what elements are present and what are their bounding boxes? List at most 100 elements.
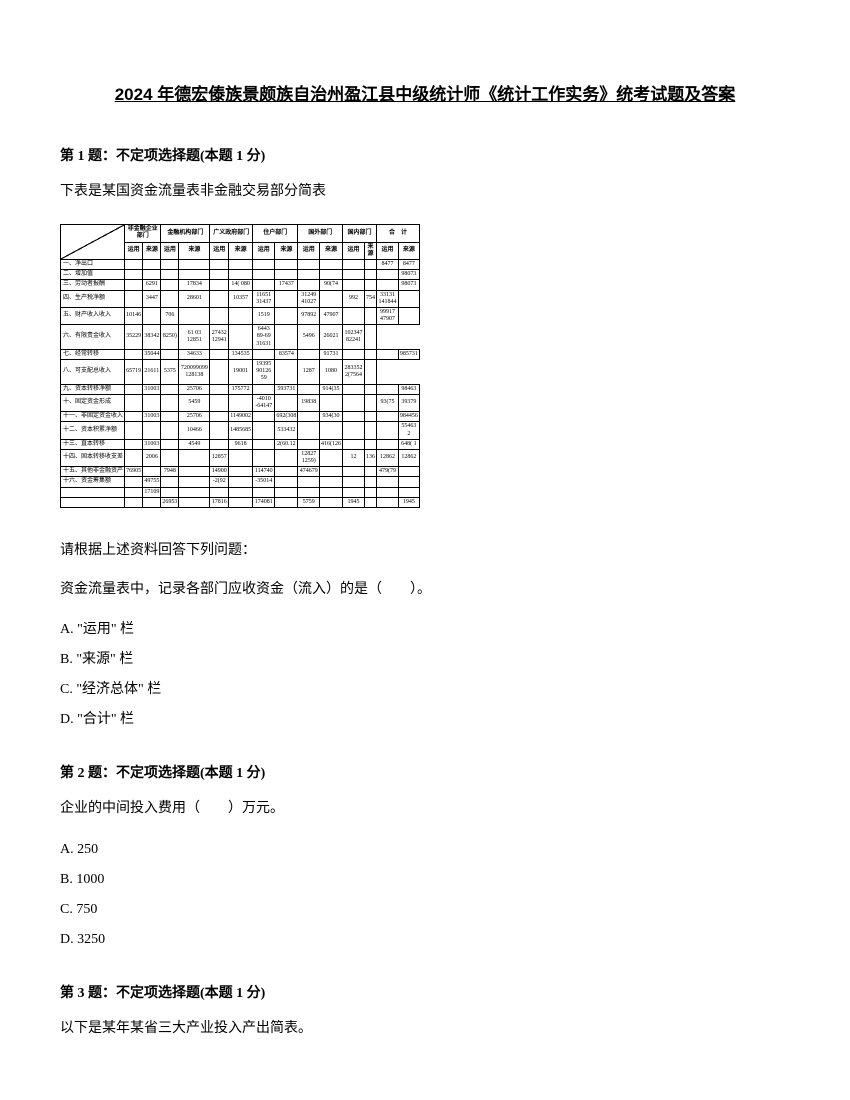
document-title: 2024 年德宏傣族景颇族自治州盈江县中级统计师《统计工作实务》统考试题及答案 bbox=[60, 80, 790, 105]
table-cell bbox=[229, 270, 253, 280]
table-cell bbox=[320, 290, 343, 307]
table-cell bbox=[377, 439, 399, 449]
table-cell bbox=[210, 280, 229, 290]
table-cell bbox=[320, 477, 343, 487]
row-label: 二、增加值 bbox=[61, 270, 125, 280]
table-cell: 31003 bbox=[143, 384, 161, 394]
table-cell bbox=[161, 487, 179, 497]
table-cell: 5496 bbox=[298, 325, 320, 350]
table-cell bbox=[298, 270, 320, 280]
table-cell: 5759 bbox=[298, 497, 320, 507]
table-cell bbox=[210, 394, 229, 411]
sub-header: 运用 bbox=[125, 242, 143, 259]
table-cell bbox=[143, 422, 161, 439]
table-cell bbox=[179, 259, 210, 269]
table-cell: -35014 bbox=[253, 477, 275, 487]
table-cell bbox=[125, 477, 143, 487]
table-cell bbox=[253, 384, 275, 394]
table-cell: 97892 bbox=[298, 307, 320, 324]
table-cell: 416(126 bbox=[320, 439, 343, 449]
table-cell bbox=[229, 394, 253, 411]
table-cell bbox=[364, 349, 376, 359]
table-cell: -2(92 bbox=[210, 477, 229, 487]
question-3: 第 3 题：不定项选择题(本题 1 分) 以下是某年某省三大产业投入产出简表。 bbox=[60, 982, 790, 1041]
table-cell bbox=[210, 307, 229, 324]
sub-header: 运用 bbox=[377, 242, 399, 259]
table-cell: 98073 bbox=[398, 280, 419, 290]
table-cell bbox=[320, 394, 343, 411]
table-cell: 39379 bbox=[398, 394, 419, 411]
row-label bbox=[61, 497, 125, 507]
table-cell: 12 bbox=[343, 449, 365, 466]
table-cell bbox=[229, 259, 253, 269]
table-cell bbox=[343, 270, 365, 280]
table-cell bbox=[275, 487, 298, 497]
q1-options: A. "运用" 栏 B. "来源" 栏 C. "经济总体" 栏 D. "合计" … bbox=[60, 616, 790, 734]
table-cell bbox=[125, 439, 143, 449]
table-cell bbox=[364, 325, 376, 350]
table-cell: 593731 bbox=[275, 384, 298, 394]
table-cell: 648( 1 bbox=[398, 439, 419, 449]
table-cell: 136 bbox=[364, 449, 376, 466]
sub-header: 运用 bbox=[210, 242, 229, 259]
table-cell bbox=[343, 412, 365, 422]
table-cell bbox=[161, 449, 179, 466]
table-cell bbox=[364, 360, 376, 385]
table-cell: 8477 bbox=[377, 259, 399, 269]
table-cell bbox=[179, 270, 210, 280]
table-cell bbox=[210, 270, 229, 280]
table-cell bbox=[398, 307, 419, 324]
row-label: 一、净出口 bbox=[61, 259, 125, 269]
table-cell: 31249 41027 bbox=[298, 290, 320, 307]
table-cell bbox=[229, 477, 253, 487]
table-cell: 28601 bbox=[179, 290, 210, 307]
table-cell: 21611 bbox=[143, 360, 161, 385]
sub-header: 运用 bbox=[253, 242, 275, 259]
table-cell: 720099099 128138 bbox=[179, 360, 210, 385]
table-cell bbox=[364, 487, 376, 497]
table-cell bbox=[125, 394, 143, 411]
row-label: 四、生产税净额 bbox=[61, 290, 125, 307]
row-label: 九、资本转移净额 bbox=[61, 384, 125, 394]
table-cell bbox=[125, 270, 143, 280]
table-cell bbox=[161, 280, 179, 290]
table-cell: 19395 90126 59 bbox=[253, 360, 275, 385]
q1-prompt: 请根据上述资料回答下列问题： bbox=[60, 538, 790, 563]
table-cell: 91731 bbox=[320, 349, 343, 359]
table-cell bbox=[161, 394, 179, 411]
col-header: 金融机构部门 bbox=[161, 225, 210, 242]
table-cell: 134535 bbox=[229, 349, 253, 359]
table-cell bbox=[298, 487, 320, 497]
table-cell: 706 bbox=[161, 307, 179, 324]
table-cell bbox=[298, 280, 320, 290]
row-label: 八、可支配总收入 bbox=[61, 360, 125, 385]
sub-header: 来源 bbox=[320, 242, 343, 259]
table-cell: 31003 bbox=[143, 412, 161, 422]
table-cell bbox=[364, 270, 376, 280]
table-cell: 93(75 bbox=[377, 394, 399, 411]
table-row: 七、经常转移35044346331345358357491731985731 bbox=[61, 349, 420, 359]
table-cell bbox=[253, 439, 275, 449]
table-cell: 49755 bbox=[143, 477, 161, 487]
row-label: 十一、非固定资金收入 bbox=[61, 412, 125, 422]
table-cell bbox=[343, 439, 365, 449]
table-cell: 33131 141844 bbox=[377, 290, 399, 307]
table-cell: 35044 bbox=[143, 349, 161, 359]
table-cell bbox=[343, 422, 365, 439]
table-row: 2695317816174081575919451945 bbox=[61, 497, 420, 507]
table-cell: 102347 82241 bbox=[343, 325, 365, 350]
table-cell bbox=[210, 412, 229, 422]
table-cell: 19838 bbox=[298, 394, 320, 411]
table-cell: 27432 12941 bbox=[210, 325, 229, 350]
table-cell bbox=[161, 349, 179, 359]
table-cell bbox=[364, 477, 376, 487]
table-row: 十四、固本转移收支差20061285712827 1259)1213612862… bbox=[61, 449, 420, 466]
table-cell bbox=[343, 307, 365, 324]
table-cell bbox=[143, 467, 161, 477]
table-cell bbox=[253, 280, 275, 290]
table-cell bbox=[364, 394, 376, 411]
table-row: 一、净出口84778477 bbox=[61, 259, 420, 269]
table-cell: 98073 bbox=[398, 270, 419, 280]
table-cell bbox=[298, 477, 320, 487]
table-cell bbox=[343, 394, 365, 411]
